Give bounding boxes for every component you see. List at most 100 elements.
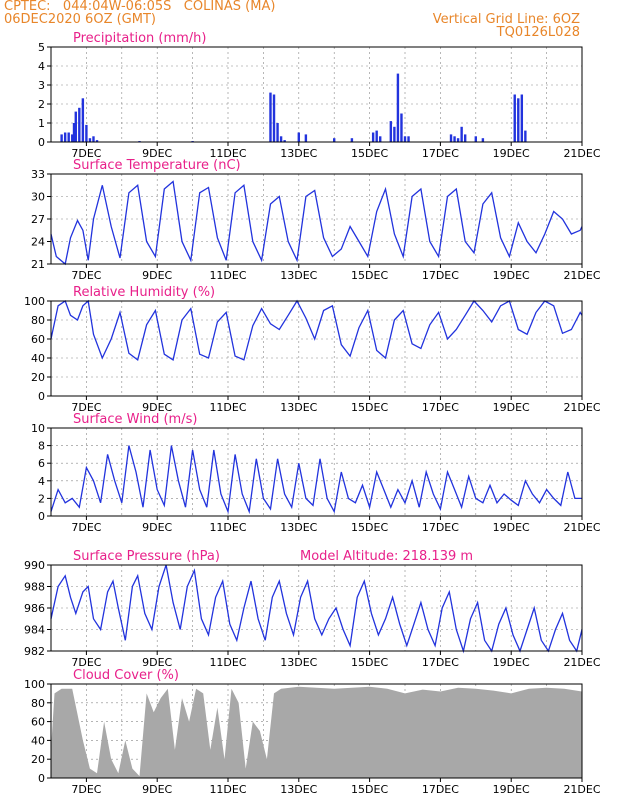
pressure-xtick-label: 13DEC [280,656,317,669]
precipitation-bar [276,123,279,142]
temperature-xtick-label: 21DEC [563,269,600,282]
cloud-cover-xtick-label: 11DEC [209,783,246,796]
humidity-xtick-label: 9DEC [142,401,172,414]
precipitation-bar [375,130,378,142]
cloud-cover-ytick-label: 100 [24,678,45,691]
temperature-ytick-label: 30 [31,191,45,204]
cloud-cover-xtick-label: 17DEC [422,783,459,796]
pressure-xtick-label: 9DEC [142,656,172,669]
temperature-xtick-label: 9DEC [142,269,172,282]
humidity-xtick-label: 19DEC [493,401,530,414]
precipitation-xtick-label: 17DEC [422,147,459,160]
precipitation-bar [279,136,283,142]
precipitation-ytick-label: 0 [38,136,45,149]
pressure-xtick-label: 19DEC [493,656,530,669]
cloud-cover-area [51,686,582,778]
pressure-annotation: Model Altitude: 218.139 m [300,549,473,564]
humidity-ytick-label: 100 [24,295,45,308]
humidity-line [50,299,583,362]
humidity-ytick-label: 60 [31,333,45,346]
wind-xtick-label: 15DEC [351,521,388,534]
wind-xtick-label: 17DEC [422,521,459,534]
temperature-xtick-label: 19DEC [493,269,530,282]
precipitation-bar [92,136,95,142]
precipitation-bar [449,134,453,142]
precipitation-bar [74,111,77,142]
wind-xtick-label: 7DEC [71,521,101,534]
humidity-frame [50,300,583,397]
precipitation-bar [396,73,400,142]
precipitation-ytick-label: 2 [38,98,45,111]
precipitation-ytick-label: 3 [38,79,45,92]
temperature-ytick-label: 24 [31,236,45,249]
precipitation-xtick-label: 7DEC [71,147,101,160]
precipitation-ytick-label: 4 [38,60,45,73]
precipitation-bar [453,136,456,142]
humidity-ytick-label: 40 [31,352,45,365]
temperature-xtick-label: 17DEC [422,269,459,282]
temperature-xtick-label: 15DEC [351,269,388,282]
header-left-line2: 06DEC2020 6OZ (GMT) [4,12,156,27]
precipitation-bar [350,138,354,142]
precipitation-ytick-label: 1 [38,117,45,130]
humidity-ytick-label: 80 [31,314,45,327]
humidity-xtick-label: 17DEC [422,401,459,414]
precipitation-bar [460,126,463,142]
wind-ytick-label: 2 [38,492,45,505]
precipitation-bar [78,107,81,142]
cloud-cover-ytick-label: 0 [38,772,45,785]
wind-xtick-label: 21DEC [563,521,600,534]
precipitation-bar [269,92,272,142]
precipitation-frame [50,46,583,143]
cloud-cover-xtick-label: 13DEC [280,783,317,796]
precipitation-bar [403,136,407,142]
precipitation-bar [520,94,524,142]
cloud-cover-ytick-label: 20 [31,753,45,766]
header-right-line2: TQ0126L028 [496,25,580,40]
precipitation-bar [393,126,396,142]
pressure-xtick-label: 7DEC [71,656,101,669]
humidity-xtick-label: 11DEC [209,401,246,414]
pressure-xtick-label: 11DEC [209,656,246,669]
precipitation-xtick-label: 13DEC [280,147,317,160]
pressure-xtick-label: 21DEC [563,656,600,669]
precipitation-bar [524,130,527,142]
cloud-cover-xtick-label: 7DEC [71,783,101,796]
pressure-xtick-label: 15DEC [351,656,388,669]
cloud-cover-ytick-label: 60 [31,716,45,729]
cloud-cover-ytick-label: 40 [31,734,45,747]
pressure-ytick-label: 986 [24,602,45,615]
precipitation-bar [474,136,477,142]
humidity-title: Relative Humidity (%) [73,285,215,300]
precipitation-xtick-label: 9DEC [142,147,172,160]
precipitation-bar [371,132,375,142]
cloud-cover-xtick-label: 15DEC [351,783,388,796]
precipitation-bar [517,98,520,142]
humidity-xtick-label: 7DEC [71,401,101,414]
precipitation-bar [297,132,300,142]
precipitation-xtick-label: 11DEC [209,147,246,160]
pressure-frame [50,564,583,652]
pressure-ytick-label: 990 [24,559,45,572]
precipitation-bar [481,138,485,142]
precipitation-bar [389,121,393,142]
precipitation-bar [400,113,403,142]
cloud-cover-xtick-label: 21DEC [563,783,600,796]
precipitation-bar [63,132,67,142]
humidity-xtick-label: 13DEC [280,401,317,414]
pressure-ytick-label: 982 [24,645,45,658]
pressure-ytick-label: 984 [24,624,45,637]
temperature-xtick-label: 7DEC [71,269,101,282]
precipitation-xtick-label: 21DEC [563,147,600,160]
precipitation-xtick-label: 15DEC [351,147,388,160]
pressure-xtick-label: 17DEC [422,656,459,669]
wind-ytick-label: 10 [31,422,45,435]
precipitation-bar [85,124,88,142]
temperature-ytick-label: 33 [31,168,45,181]
pressure-title: Surface Pressure (hPa) [73,549,220,564]
temperature-line [50,180,583,266]
precipitation-bar [60,134,63,142]
precipitation-bar [95,140,99,142]
precipitation-bar [81,98,85,142]
